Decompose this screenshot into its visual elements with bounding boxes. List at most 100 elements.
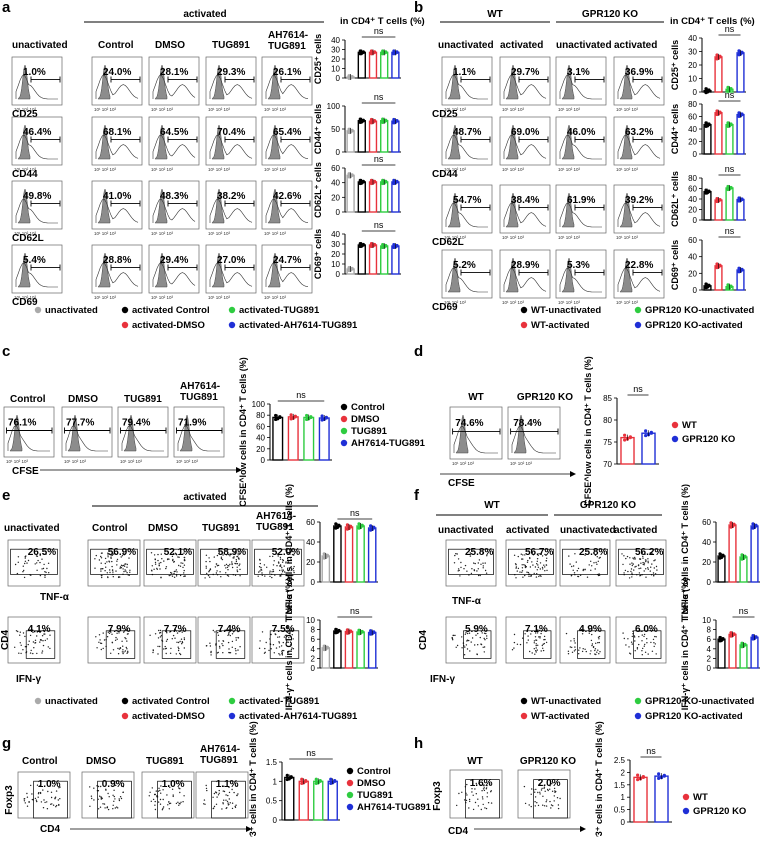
event-dot — [530, 633, 532, 635]
event-dot — [280, 575, 282, 577]
event-dot — [466, 632, 469, 635]
event-dot — [545, 805, 548, 807]
event-dot — [179, 574, 182, 577]
event-dot — [17, 556, 20, 558]
histogram-stained-curve — [445, 74, 488, 100]
ns-label: ns — [296, 390, 306, 400]
ns-label: ns — [374, 26, 384, 36]
event-dot — [474, 644, 476, 646]
y-tick-label: 8 — [707, 626, 712, 635]
event-dot — [179, 640, 181, 643]
event-dot — [162, 806, 165, 808]
event-dot — [464, 633, 466, 635]
histogram-stained-curve — [511, 426, 556, 454]
event-dot — [551, 783, 553, 785]
legend-marker — [346, 779, 354, 787]
event-dot — [478, 782, 480, 784]
data-point — [372, 50, 377, 54]
event-dot — [574, 649, 577, 651]
event-dot — [542, 649, 545, 652]
event-dot — [107, 554, 109, 556]
data-point — [395, 119, 399, 123]
event-dot — [642, 647, 644, 650]
event-dot — [281, 569, 283, 571]
data-point — [369, 241, 374, 246]
data-point — [350, 129, 354, 133]
event-dot — [549, 785, 551, 787]
bar — [736, 113, 745, 155]
y-tick-label: 0 — [621, 818, 626, 827]
event-dot — [213, 792, 216, 795]
event-dot — [222, 652, 224, 654]
data-point — [707, 89, 711, 93]
data-point — [293, 415, 297, 419]
column-header: AH7614- — [268, 30, 308, 41]
column-header: unactivated — [560, 525, 616, 536]
event-dot — [638, 567, 640, 570]
bar — [736, 52, 745, 93]
event-dot — [236, 785, 238, 787]
event-dot — [543, 805, 546, 807]
legend-marker — [121, 321, 129, 329]
event-dot — [528, 575, 530, 577]
event-dot — [283, 649, 285, 652]
event-dot — [584, 569, 586, 571]
column-header: WT — [467, 756, 483, 767]
event-dot — [539, 637, 541, 639]
event-dot — [481, 632, 483, 634]
data-point — [381, 49, 385, 53]
gate-percentage: 56.2% — [635, 547, 663, 558]
event-dot — [636, 647, 639, 649]
data-point — [729, 87, 733, 91]
event-dot — [169, 802, 172, 804]
event-dot — [165, 647, 168, 650]
event-dot — [260, 566, 262, 569]
event-dot — [216, 796, 218, 798]
event-dot — [42, 644, 45, 647]
event-dot — [535, 639, 538, 641]
event-dot — [152, 649, 154, 651]
event-dot — [596, 651, 598, 653]
marker-label: CD69 — [12, 297, 38, 308]
event-dot — [228, 798, 230, 800]
x-axis-label: CD4 — [40, 824, 60, 835]
gate-box — [211, 780, 246, 819]
bar — [357, 120, 366, 153]
event-dot — [174, 552, 177, 554]
histogram-unstained-peak — [211, 124, 225, 160]
y-tick-label: 10 — [688, 75, 697, 84]
gate-percentage: 48.7% — [453, 127, 481, 138]
legend-label: activated Control — [132, 696, 210, 707]
event-dot — [235, 653, 237, 655]
event-dot — [543, 784, 545, 787]
event-dot — [594, 568, 596, 570]
event-dot — [172, 559, 174, 562]
event-dot — [272, 644, 275, 646]
histogram-stained-curve — [453, 426, 498, 454]
event-dot — [477, 562, 479, 564]
data-point — [334, 627, 338, 631]
gate-box — [200, 548, 248, 575]
event-dot — [539, 562, 542, 564]
event-dot — [177, 646, 179, 648]
event-dot — [484, 807, 486, 809]
event-dot — [48, 572, 50, 574]
event-dot — [234, 805, 236, 808]
gate-box — [463, 630, 492, 659]
axis-tick-labels: 10¹ 10² 10³ — [264, 295, 287, 300]
legend-label: WT — [693, 792, 708, 803]
y-tick-label: 8 — [311, 626, 316, 635]
event-dot — [18, 652, 20, 654]
event-dot — [51, 785, 54, 787]
event-dot — [233, 556, 235, 558]
event-dot — [36, 569, 38, 571]
event-dot — [289, 567, 291, 569]
event-dot — [102, 632, 104, 634]
y-tick-label: 10 — [331, 260, 340, 269]
ns-label: ns — [374, 154, 384, 164]
ns-label: ns — [374, 92, 384, 102]
y-tick-label: 1.5 — [266, 758, 278, 767]
event-dot — [289, 557, 292, 559]
marker-label: CD44 — [12, 169, 38, 180]
